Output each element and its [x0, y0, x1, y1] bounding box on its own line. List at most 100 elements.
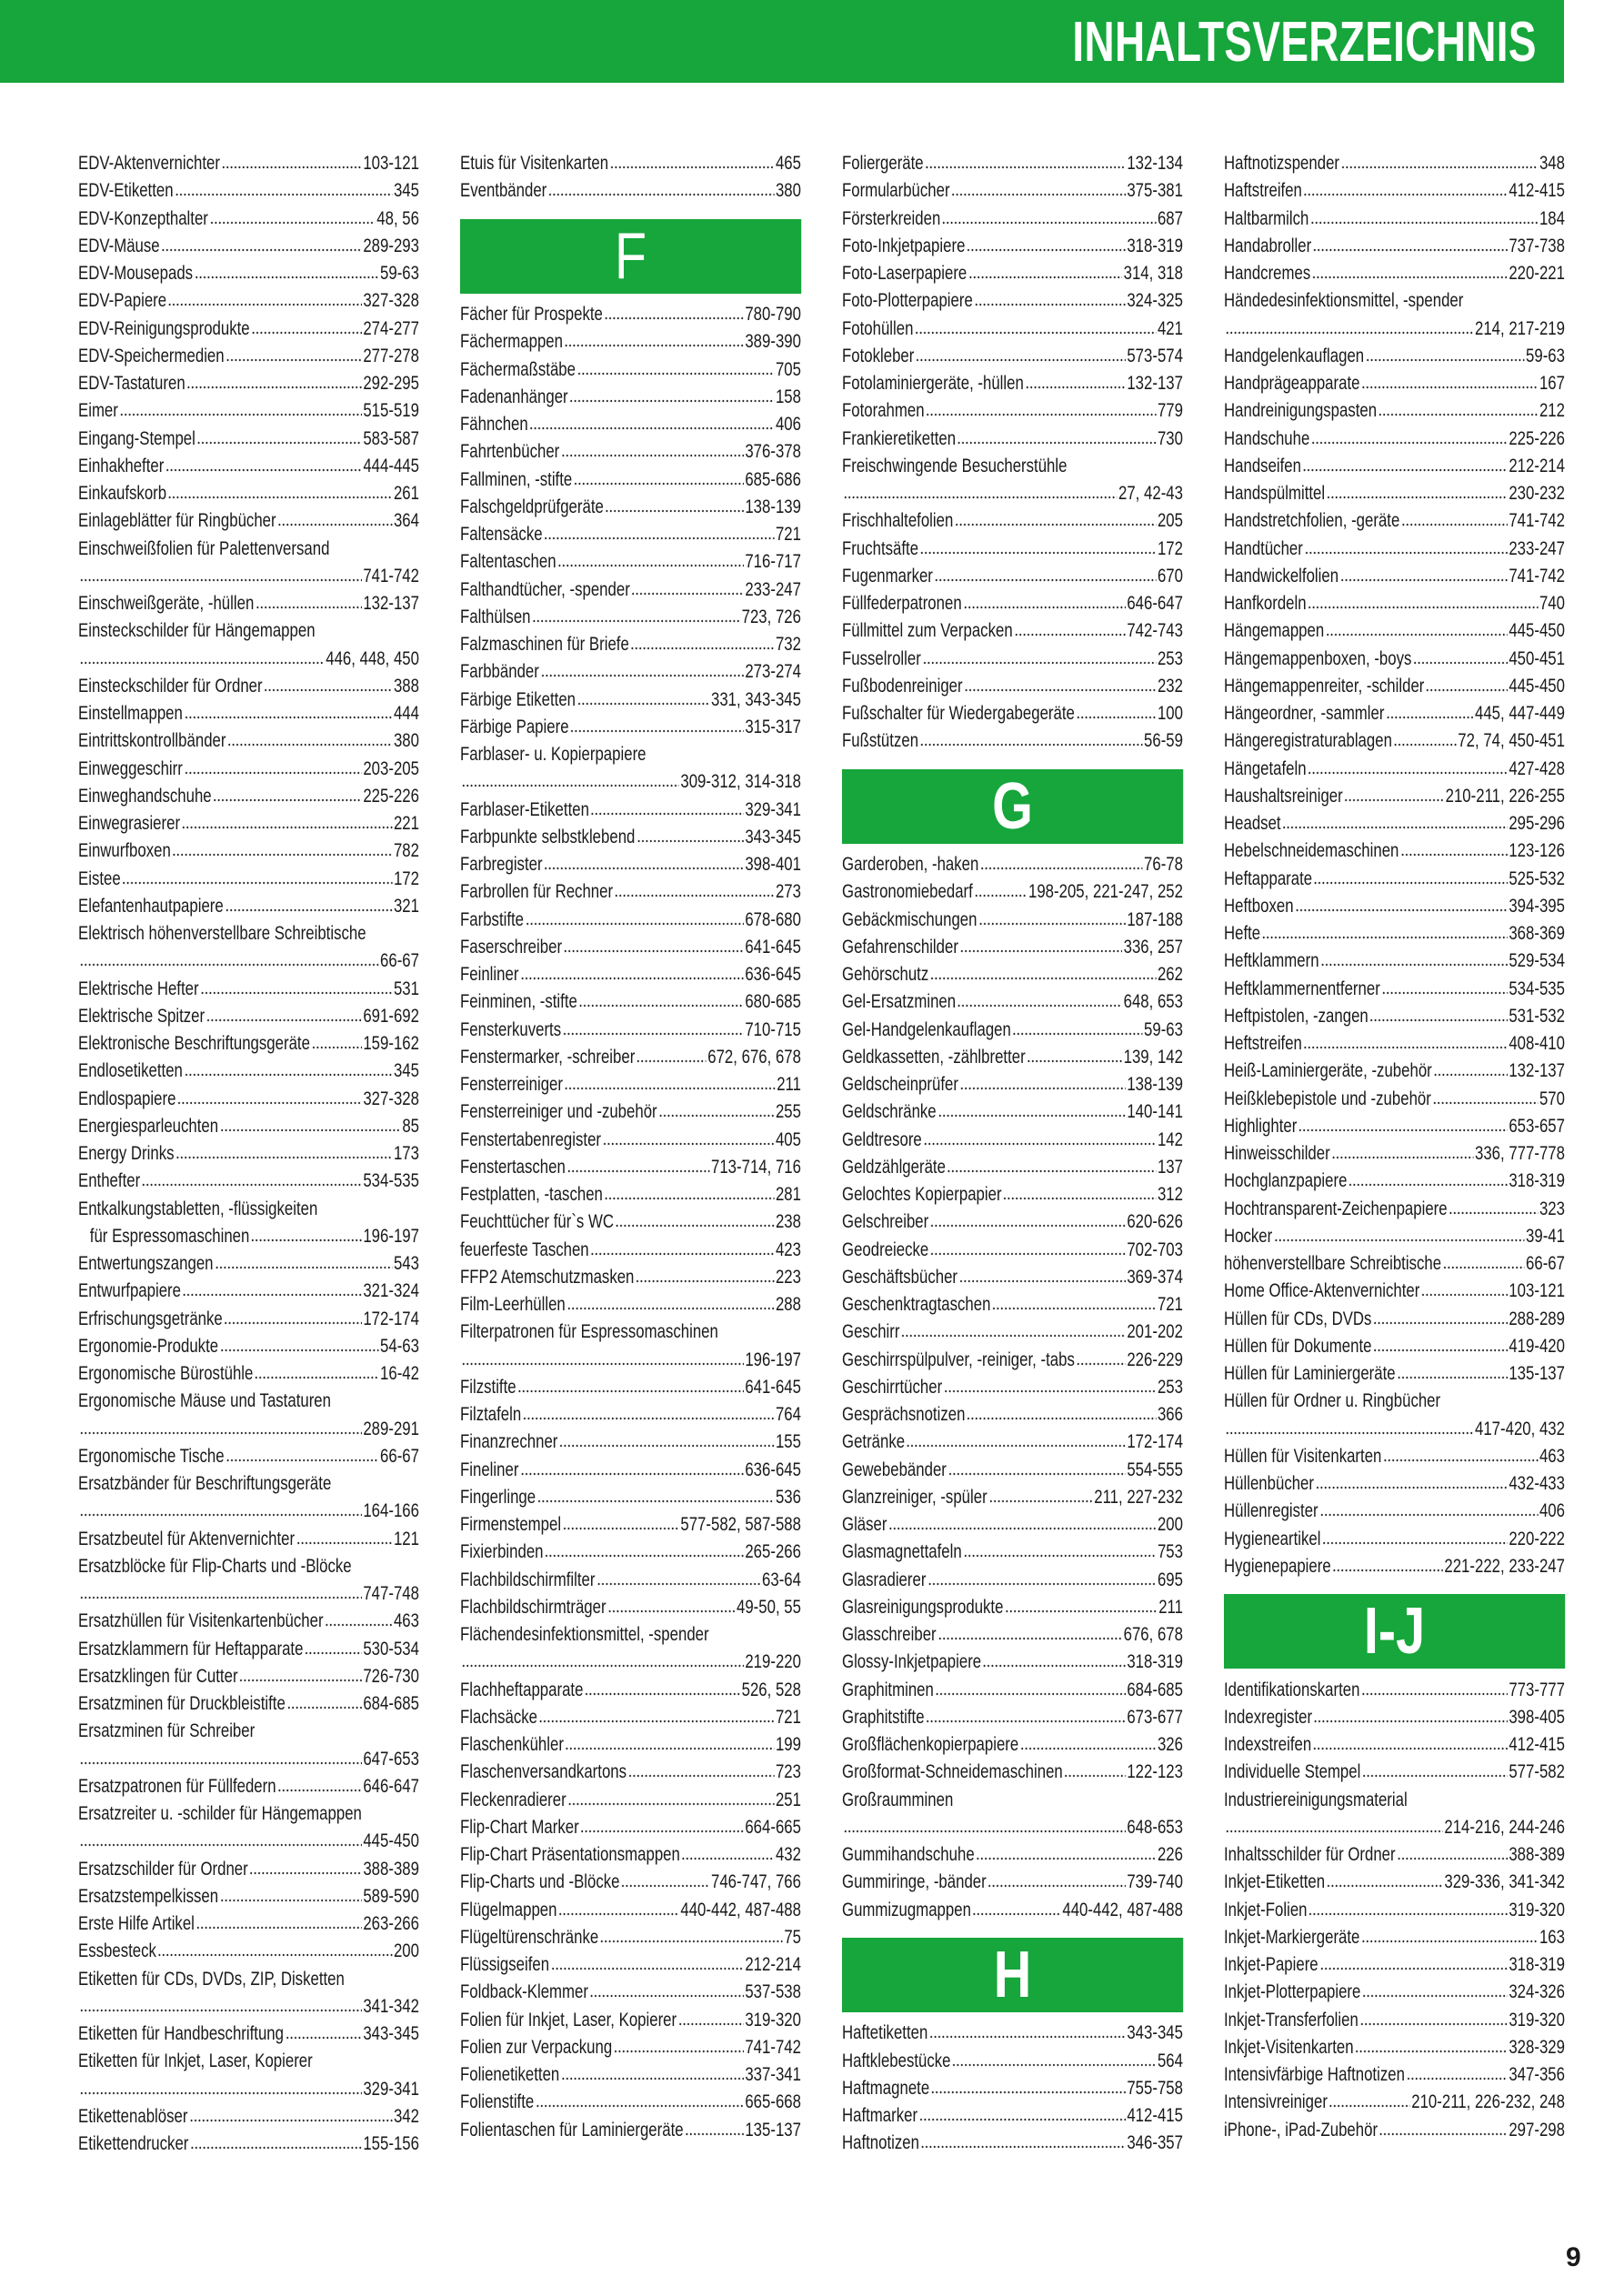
- dot-leader: [943, 1389, 1157, 1393]
- index-entry: Elektronische Beschriftungsgeräte 159-162: [78, 1030, 419, 1058]
- dot-leader: [564, 344, 744, 348]
- index-entry: Füllfederpatronen 646-647: [842, 590, 1183, 617]
- entry-pages: 589-590: [363, 1885, 419, 1907]
- dot-leader: [1433, 1073, 1508, 1078]
- index-entry: Einlageblätter für Ringbücher 364: [78, 507, 419, 535]
- index-entry: Gastronomiebedarf 198-205, 221-247, 252: [842, 878, 1183, 906]
- entry-term: Falthülsen: [460, 606, 531, 627]
- entry-term: Handprägeapparate: [1224, 373, 1360, 394]
- entry-term: Fusselroller: [842, 647, 921, 669]
- index-entry: Gel-Ersatzminen 648, 653: [842, 988, 1183, 1016]
- index-entry-title-line: Ersatzblöcke für Flip-Charts und -Blöcke: [78, 1553, 419, 1580]
- entry-pages: 329-336, 341-342: [1444, 1871, 1565, 1893]
- entry-term: Heißklebepistole und -zubehör: [1224, 1088, 1431, 1109]
- entry-term: Flächendesinfektionsmittel, -spender: [460, 1624, 709, 1645]
- entry-pages: 289-291: [363, 1418, 419, 1439]
- index-entry: Firmenstempel 577-582, 587-588: [460, 1511, 801, 1539]
- dot-leader: [578, 1004, 744, 1008]
- entry-pages: 326: [1157, 1734, 1183, 1755]
- entry-pages: 389-390: [745, 331, 801, 353]
- index-entry-page-line: 196-197: [460, 1347, 801, 1374]
- entry-term: Feuchttücher für`s WC: [460, 1211, 614, 1233]
- entry-pages: 343-345: [1127, 2022, 1183, 2044]
- index-entry: Folien zur Verpackung 741-742: [460, 2034, 801, 2061]
- entry-pages: 135-137: [1509, 1363, 1565, 1384]
- entry-pages: 446, 448, 450: [326, 647, 419, 669]
- index-entry: Inkjet-Visitenkarten 328-329: [1224, 2034, 1565, 2061]
- entry-pages: 210-211, 226-255: [1445, 785, 1565, 807]
- dot-leader: [190, 2146, 362, 2150]
- index-entry-title-line: Hüllen für Ordner u. Ringbücher: [1224, 1388, 1565, 1415]
- dot-leader: [627, 1774, 775, 1779]
- entry-term: Entkalkungstabletten, -flüssigkeiten: [78, 1198, 318, 1219]
- dot-leader: [1295, 907, 1508, 912]
- index-entry: Heftklammernentferner 534-535: [1224, 976, 1565, 1003]
- dot-leader: [1355, 2049, 1508, 2053]
- entry-pages: 723: [775, 1761, 801, 1783]
- dot-leader: [296, 1540, 393, 1545]
- entry-term: Geodreiecke: [842, 1238, 929, 1260]
- entry-term: Flachsäcke: [460, 1706, 537, 1728]
- index-entry: Hefte 368-369: [1224, 920, 1565, 947]
- entry-term: Heftapparate: [1224, 867, 1313, 889]
- dot-leader: [227, 743, 393, 747]
- dot-leader: [200, 990, 393, 995]
- index-entry: Entwurfpapiere 321-324: [78, 1278, 419, 1305]
- index-entry: EDV-Aktenvernichter 103-121: [78, 150, 419, 177]
- entry-term: Gummihandschuhe: [842, 1844, 975, 1865]
- index-entry: Haftetiketten 343-345: [842, 2020, 1183, 2047]
- index-entry: Gewebebänder 554-555: [842, 1457, 1183, 1484]
- entry-pages: 203-205: [363, 757, 419, 779]
- entry-term: Heftklammern: [1224, 950, 1319, 972]
- entry-pages: 214-216, 244-246: [1444, 1816, 1565, 1838]
- index-entry: Ersatzstempelkissen 589-590: [78, 1883, 419, 1910]
- dot-leader: [922, 660, 1157, 665]
- entry-pages: 336, 777-778: [1474, 1143, 1565, 1164]
- index-entry: Hüllen für Laminiergeräte 135-137: [1224, 1360, 1565, 1388]
- index-entry: Foldback-Klemmer 537-538: [460, 1979, 801, 2006]
- entry-pages: 63-64: [762, 1569, 801, 1590]
- dot-leader: [219, 1898, 362, 1902]
- entry-pages: 406: [775, 414, 801, 435]
- page-title: INHALTSVERZEICHNIS: [1072, 11, 1537, 74]
- entry-pages: 309-312, 314-318: [680, 771, 801, 793]
- entry-term: Ersatzschilder für Ordner: [78, 1858, 248, 1880]
- dot-leader: [992, 1307, 1157, 1310]
- entry-term: Großflächenkopierpapiere: [842, 1734, 1019, 1755]
- entry-term: Einschweißfolien für Palettenversand: [78, 537, 330, 559]
- entry-pages: 295-296: [1509, 813, 1565, 834]
- dot-leader: [576, 701, 710, 706]
- entry-pages: 337-341: [745, 2064, 801, 2085]
- dot-leader: [888, 1527, 1157, 1530]
- index-entry: Feinliner 636-645: [460, 961, 801, 988]
- entry-pages: 702-703: [1127, 1238, 1183, 1260]
- entry-term: Folien für Inkjet, Laser, Kopierer: [460, 2009, 677, 2030]
- entry-pages: 388-389: [363, 1858, 419, 1880]
- dot-leader: [536, 1499, 775, 1503]
- dot-leader: [982, 1664, 1126, 1669]
- entry-pages: 741-742: [363, 565, 419, 587]
- index-entry-page-line: 214, 217-219: [1224, 316, 1565, 343]
- entry-pages: 534-535: [1509, 978, 1565, 999]
- entry-term: Haushaltsreiniger: [1224, 785, 1343, 807]
- index-entry: Inkjet-Transferfolien 319-320: [1224, 2007, 1565, 2034]
- dot-leader: [1328, 2104, 1410, 2109]
- index-entry-title-line: Großraumminen: [842, 1787, 1183, 1814]
- entry-term: Einwurfboxen: [78, 840, 171, 862]
- entry-pages: 59-63: [1144, 1018, 1183, 1040]
- entry-pages: 691-692: [363, 1005, 419, 1027]
- entry-pages: 49-50, 55: [737, 1596, 801, 1618]
- dot-leader: [1313, 880, 1508, 885]
- entry-pages: 163: [1539, 1926, 1565, 1948]
- index-entry: Inkjet-Papiere 318-319: [1224, 1951, 1565, 1979]
- entry-term: Geldtresore: [842, 1128, 922, 1150]
- index-entry: Falzmaschinen für Briefe 732: [460, 631, 801, 658]
- entry-pages: 721: [775, 524, 801, 545]
- dot-leader: [325, 1623, 393, 1628]
- dot-leader: [951, 193, 1126, 197]
- entry-term: Einhakhefter: [78, 455, 165, 476]
- index-entry: Eingang-Stempel 583-587: [78, 426, 419, 453]
- dot-leader: [558, 1911, 679, 1916]
- entry-term: Folienstifte: [460, 2091, 535, 2113]
- entry-term: Fenstertaschen: [460, 1156, 566, 1178]
